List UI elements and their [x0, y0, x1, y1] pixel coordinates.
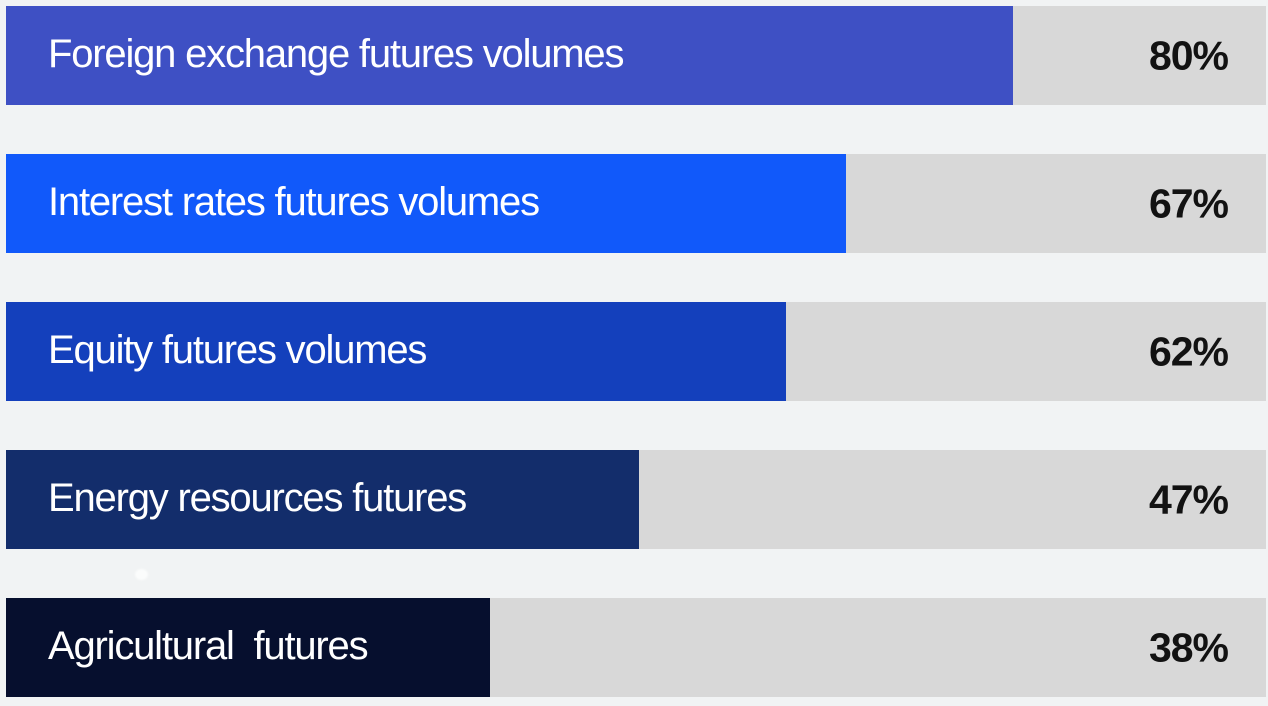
bar-category-label: Energy resources futures	[48, 475, 467, 520]
bar-category-label: Foreign exchange futures volumes	[48, 31, 624, 76]
bar-fill: Energy resources futures	[6, 450, 639, 549]
bar-row: Interest rates futures volumes 67%	[6, 154, 1266, 253]
bar-value-label: 80%	[1148, 32, 1229, 78]
bar-track: Foreign exchange futures volumes 80%	[6, 6, 1266, 105]
bar-row: Agricultural futures 38%	[6, 598, 1266, 697]
bar-track: Equity futures volumes 62%	[6, 302, 1266, 401]
bar-value-label: 67%	[1148, 180, 1229, 226]
bar-value-label: 38%	[1148, 624, 1229, 670]
bar-row: Energy resources futures 47%	[6, 450, 1266, 549]
bar-track: Agricultural futures 38%	[6, 598, 1266, 697]
bar-fill: Equity futures volumes	[6, 302, 786, 401]
bar-value-label: 62%	[1148, 328, 1229, 374]
bar-row: Equity futures volumes 62%	[6, 302, 1266, 401]
bar-category-label: Equity futures volumes	[48, 327, 427, 372]
bar-fill: Interest rates futures volumes	[6, 154, 847, 253]
background-smudge	[135, 569, 148, 580]
bar-track: Interest rates futures volumes 67%	[6, 154, 1266, 253]
bar-fill: Foreign exchange futures volumes	[6, 6, 1013, 105]
bar-track: Energy resources futures 47%	[6, 450, 1266, 549]
bar-value-label: 47%	[1148, 476, 1229, 522]
bar-category-label: Agricultural futures	[48, 623, 369, 668]
bar-row: Foreign exchange futures volumes 80%	[6, 6, 1266, 105]
bar-fill: Agricultural futures	[6, 598, 490, 697]
bar-category-label: Interest rates futures volumes	[48, 179, 540, 224]
